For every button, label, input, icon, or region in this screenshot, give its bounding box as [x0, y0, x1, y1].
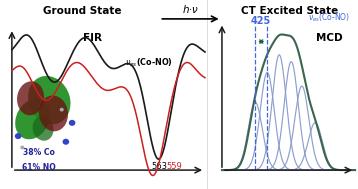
Ellipse shape: [39, 95, 68, 131]
Text: 559: 559: [166, 162, 182, 171]
Text: $\nu_{\it{es}}$(Co-NO): $\nu_{\it{es}}$(Co-NO): [308, 11, 350, 24]
Text: $\nu_{\it{es}}$(Co-NO): $\nu_{\it{es}}$(Co-NO): [125, 56, 173, 69]
Ellipse shape: [33, 116, 54, 141]
Ellipse shape: [28, 76, 71, 124]
Circle shape: [15, 133, 21, 139]
Text: Ground State: Ground State: [43, 6, 122, 16]
Circle shape: [20, 146, 24, 149]
Text: 38% Co: 38% Co: [23, 148, 55, 157]
Text: 425: 425: [251, 15, 271, 26]
Circle shape: [60, 108, 64, 112]
Ellipse shape: [15, 99, 50, 139]
Ellipse shape: [17, 81, 44, 115]
Text: h·ν: h·ν: [183, 5, 198, 15]
Text: FIR: FIR: [83, 33, 102, 43]
Text: 61% NO: 61% NO: [22, 163, 56, 172]
Text: CT Excited State: CT Excited State: [241, 6, 338, 16]
Text: MCD: MCD: [316, 33, 343, 43]
Text: 563: 563: [151, 162, 167, 171]
Circle shape: [63, 139, 69, 145]
Circle shape: [69, 120, 76, 126]
